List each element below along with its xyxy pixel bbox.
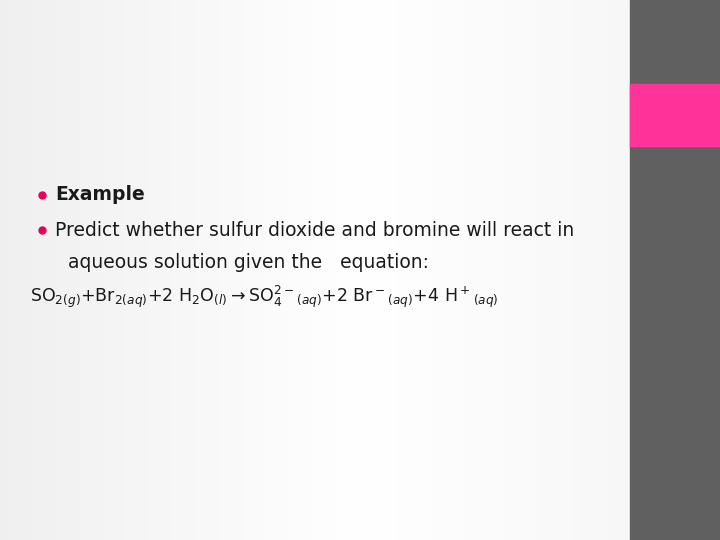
Text: Example: Example — [55, 186, 145, 205]
Bar — [630, 0, 720, 540]
Text: aqueous solution given the   equation:: aqueous solution given the equation: — [68, 253, 429, 272]
Bar — [630, 84, 720, 146]
Text: Predict whether sulfur dioxide and bromine will react in: Predict whether sulfur dioxide and bromi… — [55, 220, 575, 240]
Text: $\mathregular{SO}_{2(g)}$$ + \mathregular{Br}_{2(aq)}$$ + 2\ \mathregular{H_2O}_: $\mathregular{SO}_{2(g)}$$ + \mathregula… — [30, 284, 499, 310]
